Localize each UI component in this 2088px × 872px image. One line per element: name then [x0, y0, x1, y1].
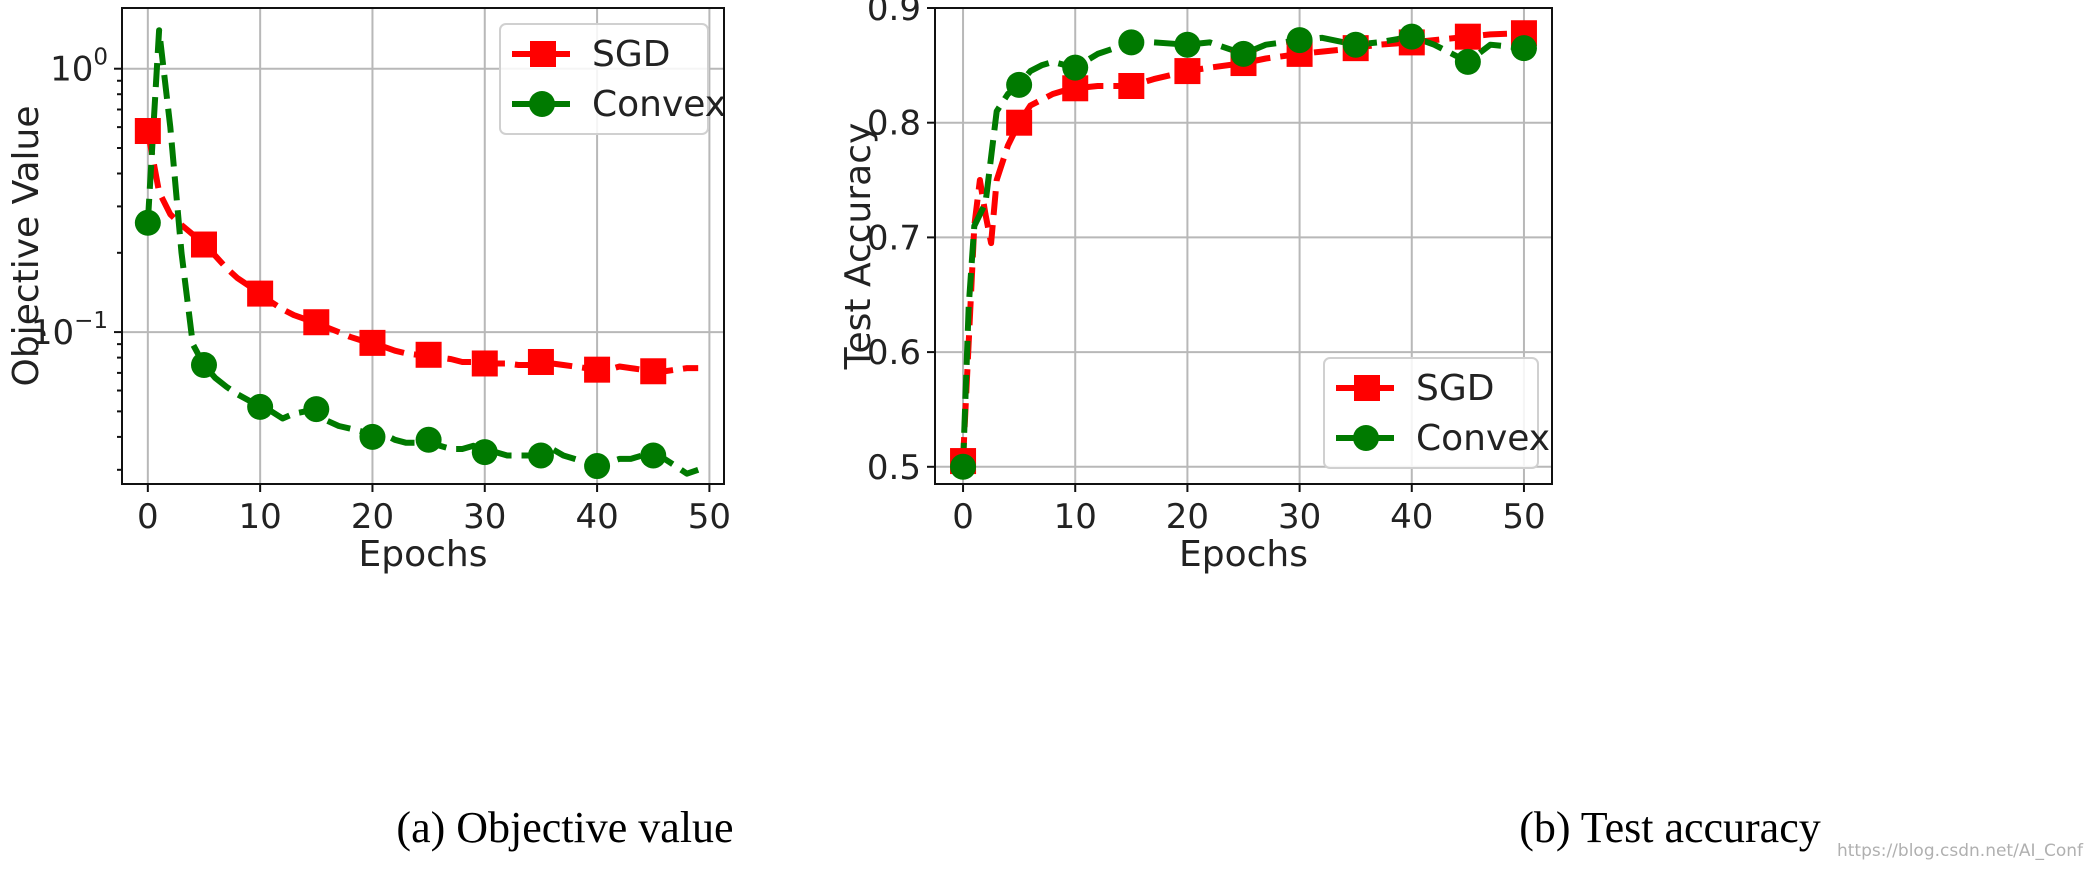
- caption-left: (a) Objective value: [396, 803, 733, 852]
- series-markers: [134, 118, 667, 480]
- x-tick-label: 0: [137, 497, 159, 537]
- data-point-convex: [1230, 40, 1257, 67]
- x-tick-label: 40: [1390, 497, 1433, 537]
- axis-ticks: 0 10 20 30 40 50 100 10−1: [31, 45, 731, 537]
- data-point-sgd: [359, 329, 386, 356]
- legend: SGD Convex: [499, 23, 726, 135]
- test-accuracy-chart: 0 10 20 30 40 50 0.5 0.6 0.7 0.8 0.9 SGD Convex Epo…: [838, 0, 1553, 575]
- data-point-sgd: [471, 350, 498, 377]
- y-tick-label: 10−1: [31, 308, 108, 353]
- x-tick-label: 0: [952, 497, 974, 537]
- data-point-convex: [527, 442, 554, 469]
- data-point-sgd: [1174, 58, 1201, 85]
- legend-marker-convex: [1353, 425, 1379, 451]
- data-point-convex: [1174, 31, 1201, 58]
- y-tick-label: 0.8: [867, 104, 921, 144]
- data-point-convex: [584, 453, 611, 480]
- y-axis-label: Objective Value: [6, 105, 47, 386]
- x-tick-label: 10: [1054, 497, 1097, 537]
- legend-label-convex: Convex: [1416, 418, 1550, 459]
- x-tick-label: 20: [1166, 497, 1209, 537]
- x-tick-label: 50: [688, 497, 731, 537]
- data-point-convex: [1062, 54, 1089, 81]
- x-tick-label: 30: [1278, 497, 1321, 537]
- x-tick-label: 40: [575, 497, 618, 537]
- x-tick-label: 10: [239, 497, 282, 537]
- data-point-sgd: [247, 280, 274, 307]
- y-tick-label: 0.7: [867, 218, 921, 258]
- data-point-convex: [1286, 27, 1313, 54]
- y-tick-label: 0.9: [867, 0, 921, 29]
- plot-frame: [121, 7, 725, 485]
- data-point-sgd: [134, 118, 161, 145]
- data-point-convex: [359, 423, 386, 450]
- x-tick-label: 20: [351, 497, 394, 537]
- data-point-convex: [1006, 71, 1033, 98]
- data-point-sgd: [1006, 109, 1033, 136]
- y-axis-label: Test Accuracy: [838, 123, 879, 371]
- plot-frame: [934, 7, 1553, 485]
- data-point-convex: [640, 442, 667, 469]
- legend-marker-convex: [529, 91, 555, 117]
- series-markers: [950, 20, 1537, 480]
- data-point-convex: [415, 426, 442, 453]
- y-tick-label: 0.6: [867, 333, 921, 373]
- data-point-convex: [1510, 35, 1537, 62]
- x-axis-label: Epochs: [359, 534, 488, 575]
- x-tick-label: 50: [1502, 497, 1545, 537]
- objective-value-chart: 0 10 20 30 40 50 100 10−1 SGD Convex Epochs Obje…: [6, 7, 731, 575]
- data-point-convex: [1454, 48, 1481, 75]
- y-tick-label: 0.5: [867, 448, 921, 488]
- data-point-convex: [1118, 29, 1145, 56]
- legend-label-sgd: SGD: [592, 34, 670, 75]
- legend-marker-sgd: [530, 41, 556, 67]
- watermark: https://blog.csdn.net/AI_Conf: [1837, 841, 2084, 861]
- legend-label-sgd: SGD: [1416, 368, 1494, 409]
- data-point-sgd: [415, 341, 442, 368]
- x-tick-label: 30: [463, 497, 506, 537]
- y-tick-label: 100: [50, 45, 108, 90]
- x-axis-label: Epochs: [1179, 534, 1308, 575]
- axis-ticks: 0 10 20 30 40 50 0.5 0.6 0.7 0.8 0.9: [867, 0, 1546, 537]
- data-point-convex: [303, 396, 330, 423]
- data-point-convex: [950, 453, 977, 480]
- data-point-convex: [247, 393, 274, 420]
- data-point-sgd: [1454, 23, 1481, 50]
- data-point-sgd: [640, 358, 667, 385]
- legend-marker-sgd: [1354, 375, 1380, 401]
- data-point-sgd: [303, 309, 330, 336]
- data-point-convex: [471, 439, 498, 466]
- legend-label-convex: Convex: [592, 84, 726, 125]
- data-point-sgd: [527, 348, 554, 375]
- data-point-convex: [190, 351, 217, 378]
- data-point-sgd: [1118, 72, 1145, 99]
- data-point-convex: [1398, 23, 1425, 50]
- data-point-convex: [134, 209, 161, 236]
- series-line-sgd: [144, 130, 699, 375]
- caption-right: (b) Test accuracy: [1519, 803, 1821, 852]
- data-point-convex: [1342, 31, 1369, 58]
- data-point-sgd: [190, 231, 217, 258]
- legend: SGD Convex: [1323, 357, 1550, 469]
- data-point-sgd: [584, 356, 611, 383]
